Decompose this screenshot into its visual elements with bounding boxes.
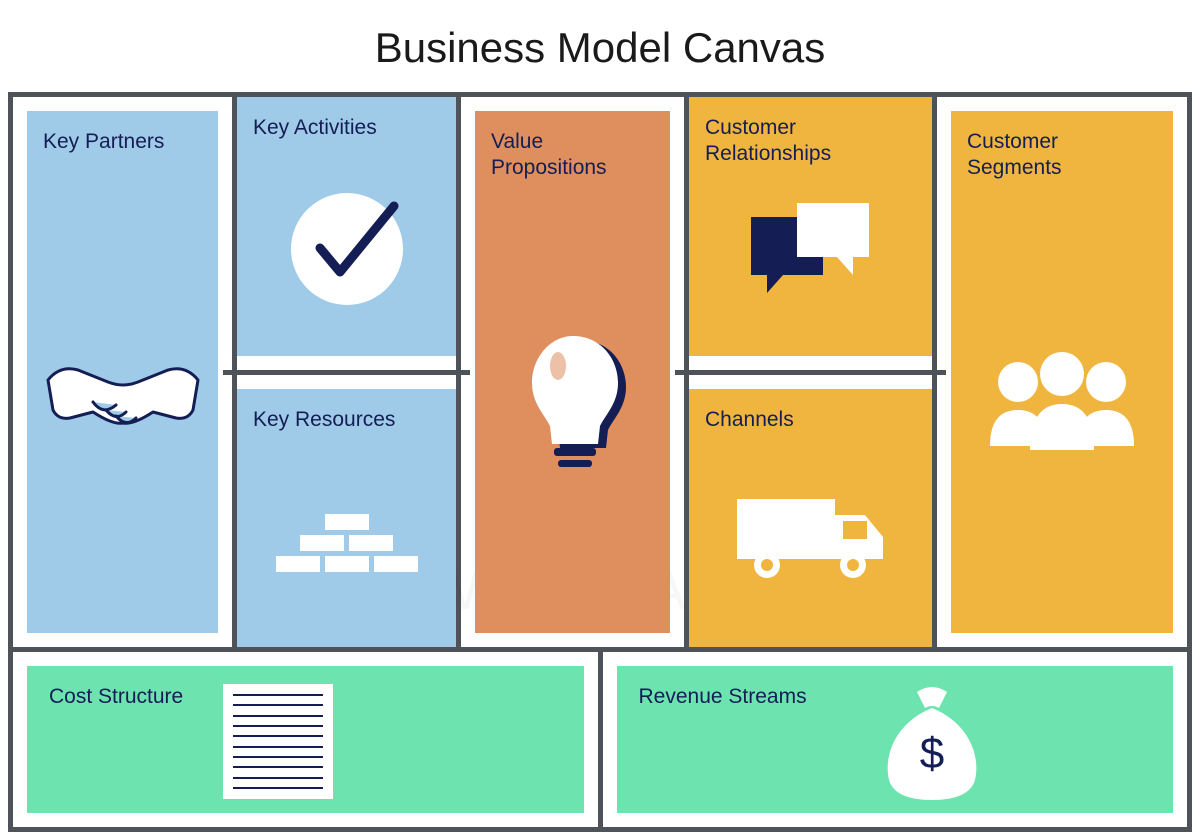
cell-channels: Channels — [675, 375, 946, 662]
bottom-row: Cost Structure Revenue Streams — [13, 647, 1187, 827]
cell-value-propositions: Value Propositions — [461, 97, 689, 647]
truck-icon — [689, 444, 932, 638]
col-relationships-channels: Customer Relationships Channels — [689, 97, 937, 647]
bricks-icon — [237, 449, 456, 638]
label-customer-relationships: Customer Relationships — [705, 115, 916, 168]
label-key-activities: Key Activities — [253, 115, 440, 141]
svg-text:$: $ — [919, 729, 943, 778]
label-key-resources: Key Resources — [253, 407, 440, 433]
cell-key-resources: Key Resources — [223, 375, 470, 662]
check-circle-icon — [237, 152, 456, 346]
people-icon — [951, 191, 1173, 623]
chat-bubbles-icon — [689, 167, 932, 346]
money-bag-icon: $ — [877, 684, 987, 804]
page-title: Business Model Canvas — [0, 0, 1200, 92]
canvas-frame: The Wisdom Academy Key Partners Ke — [8, 92, 1192, 832]
label-cost-structure: Cost Structure — [49, 684, 183, 710]
label-key-partners: Key Partners — [43, 129, 202, 155]
cell-customer-segments: Customer Segments — [937, 97, 1187, 647]
cell-cost-structure: Cost Structure — [13, 652, 603, 827]
document-icon — [223, 684, 333, 799]
label-value-propositions: Value Propositions — [491, 129, 654, 182]
label-customer-segments: Customer Segments — [967, 129, 1157, 182]
cell-key-partners: Key Partners — [13, 97, 237, 647]
col-activities-resources: Key Activities Key Resources — [237, 97, 461, 647]
label-channels: Channels — [705, 407, 916, 433]
label-revenue-streams: Revenue Streams — [639, 684, 807, 710]
lightbulb-icon — [475, 191, 670, 623]
handshake-icon — [27, 166, 218, 623]
cell-customer-relationships: Customer Relationships — [675, 83, 946, 375]
cell-revenue-streams: Revenue Streams $ — [603, 652, 1188, 827]
top-row: Key Partners Key Activities — [13, 97, 1187, 647]
cell-key-activities: Key Activities — [223, 83, 470, 375]
